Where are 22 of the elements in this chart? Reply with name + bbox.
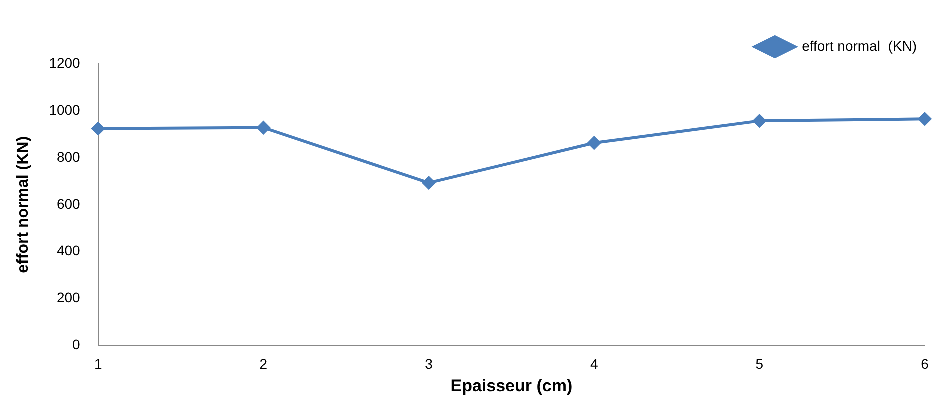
y-tick-label: 800 <box>56 148 81 165</box>
y-tick-label: 200 <box>56 290 81 306</box>
point <box>753 114 766 128</box>
x-tick-label: 1 <box>94 356 102 372</box>
point <box>588 136 601 150</box>
x-tick-label: 2 <box>260 356 268 372</box>
x-tick-label: 3 <box>425 356 434 372</box>
y-tick-label: 600 <box>56 196 81 212</box>
x-tick-label: 4 <box>590 356 598 372</box>
y-tick-label: 1000 <box>49 102 81 118</box>
y-tick-label: 0 <box>72 336 81 353</box>
point <box>918 112 932 126</box>
y-tick-label: 400 <box>56 242 81 259</box>
y-tick-label: 1200 <box>49 54 81 71</box>
x-tick-label: 5 <box>756 356 764 372</box>
point <box>92 122 105 136</box>
y-axis-title: effort normal (KN) <box>15 136 32 274</box>
x-axis-title: Epaisseur (cm) <box>450 376 573 396</box>
x-tick-label: 6 <box>921 356 930 372</box>
legend-label: effort normal (KN) <box>802 38 918 54</box>
point <box>422 176 436 190</box>
point <box>257 121 270 134</box>
